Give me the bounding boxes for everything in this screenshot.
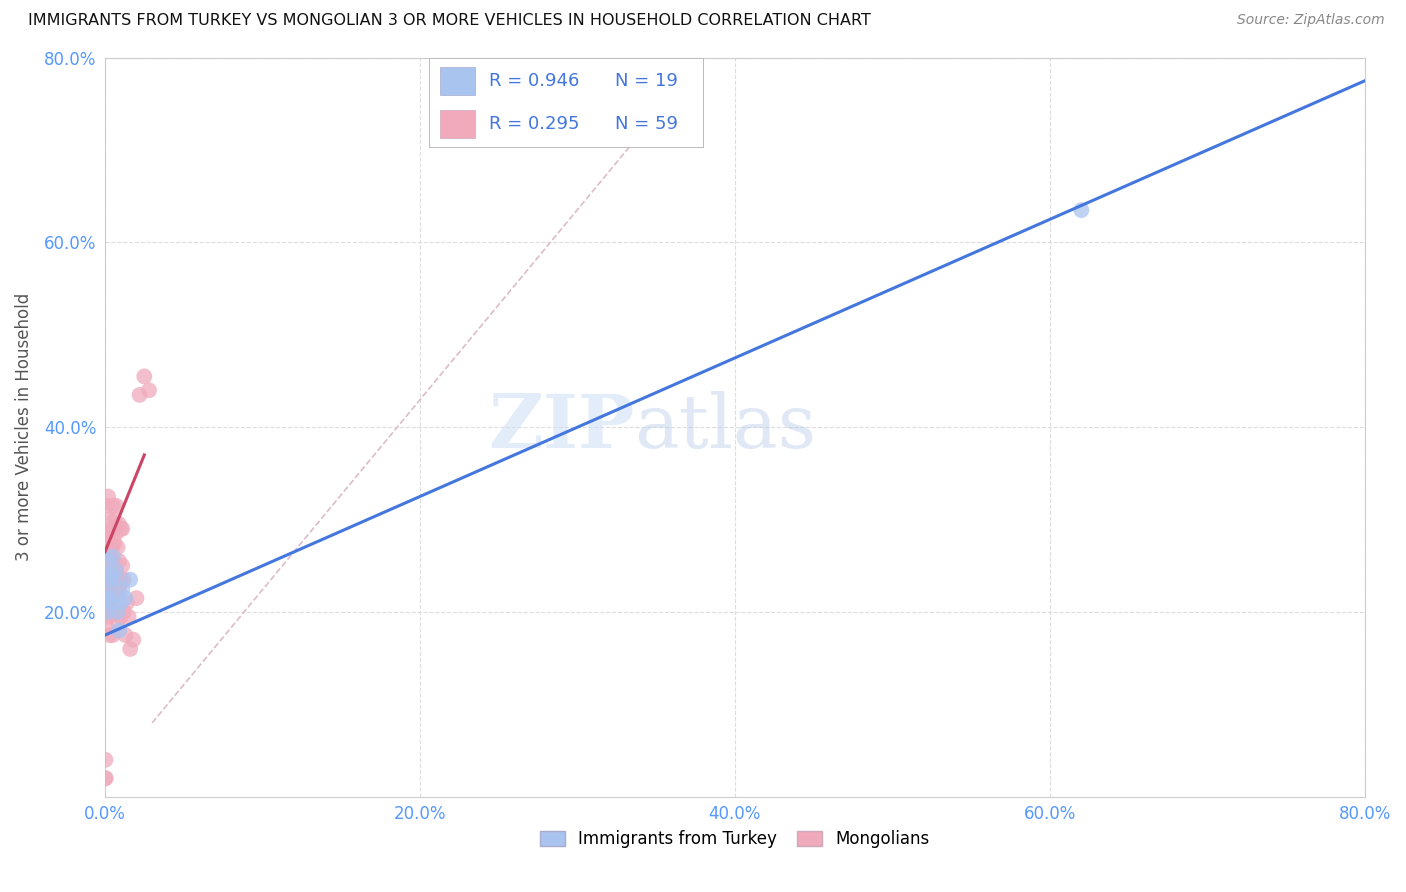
Point <box>110 609 132 624</box>
Point <box>96 499 118 513</box>
Point <box>100 605 122 619</box>
Point <box>97 490 120 504</box>
Point <box>96 568 118 582</box>
Point <box>101 628 124 642</box>
Point <box>134 369 156 384</box>
Point <box>114 628 136 642</box>
Point <box>98 573 121 587</box>
Point <box>115 596 138 610</box>
Point <box>96 596 118 610</box>
Point <box>96 582 118 596</box>
Point <box>104 563 127 577</box>
Legend: Immigrants from Turkey, Mongolians: Immigrants from Turkey, Mongolians <box>533 823 936 855</box>
Point <box>120 573 142 587</box>
Point <box>96 605 118 619</box>
Point <box>101 549 124 564</box>
Point <box>103 605 125 619</box>
Point <box>97 609 120 624</box>
Point <box>128 388 150 402</box>
Text: Source: ZipAtlas.com: Source: ZipAtlas.com <box>1237 13 1385 28</box>
Point <box>103 563 125 577</box>
FancyBboxPatch shape <box>440 110 475 138</box>
Point <box>98 535 121 549</box>
Point <box>112 605 135 619</box>
Point <box>108 517 131 532</box>
Point <box>107 614 129 628</box>
Point <box>94 772 117 786</box>
Point <box>104 526 127 541</box>
Point <box>108 582 131 596</box>
Point <box>107 582 129 596</box>
Point <box>110 596 132 610</box>
Point <box>111 582 134 596</box>
Point <box>103 573 125 587</box>
Text: N = 19: N = 19 <box>616 72 678 90</box>
Text: N = 59: N = 59 <box>616 115 678 133</box>
Point <box>1070 203 1092 218</box>
Point <box>101 554 124 568</box>
Point <box>101 499 124 513</box>
Point <box>108 624 131 638</box>
Point <box>104 499 127 513</box>
Point <box>98 573 121 587</box>
Point <box>114 591 136 606</box>
Text: atlas: atlas <box>634 391 817 464</box>
Point <box>100 522 122 536</box>
Point <box>100 596 122 610</box>
Point <box>101 591 124 606</box>
Point <box>107 605 129 619</box>
Point <box>98 513 121 527</box>
Point <box>97 526 120 541</box>
Point <box>122 632 145 647</box>
Point <box>96 526 118 541</box>
Point <box>98 628 121 642</box>
Point <box>100 541 122 555</box>
Point <box>110 573 132 587</box>
Point <box>120 642 142 657</box>
Text: ZIP: ZIP <box>488 391 634 464</box>
Point <box>103 513 125 527</box>
Point <box>111 522 134 536</box>
Point <box>104 586 127 600</box>
Point <box>98 554 121 568</box>
Point <box>103 535 125 549</box>
Point <box>96 568 118 582</box>
Point <box>112 573 135 587</box>
Point <box>101 541 124 555</box>
Point <box>96 541 118 555</box>
Point <box>94 591 117 606</box>
Text: R = 0.946: R = 0.946 <box>489 72 579 90</box>
Point <box>97 586 120 600</box>
Point <box>125 591 148 606</box>
Text: R = 0.295: R = 0.295 <box>489 115 579 133</box>
Point <box>111 558 134 573</box>
Point <box>107 541 129 555</box>
Y-axis label: 3 or more Vehicles in Household: 3 or more Vehicles in Household <box>15 293 32 561</box>
Point <box>117 609 139 624</box>
Point <box>138 384 160 398</box>
Point <box>97 549 120 564</box>
Point <box>97 582 120 596</box>
Point <box>110 522 132 536</box>
Point <box>100 573 122 587</box>
Point <box>100 568 122 582</box>
Point <box>94 772 117 786</box>
Point <box>98 591 121 606</box>
Point <box>104 563 127 577</box>
Point <box>97 554 120 568</box>
Point <box>108 554 131 568</box>
Point <box>94 753 117 767</box>
Point <box>94 619 117 633</box>
FancyBboxPatch shape <box>440 67 475 95</box>
Text: IMMIGRANTS FROM TURKEY VS MONGOLIAN 3 OR MORE VEHICLES IN HOUSEHOLD CORRELATION : IMMIGRANTS FROM TURKEY VS MONGOLIAN 3 OR… <box>28 13 870 29</box>
